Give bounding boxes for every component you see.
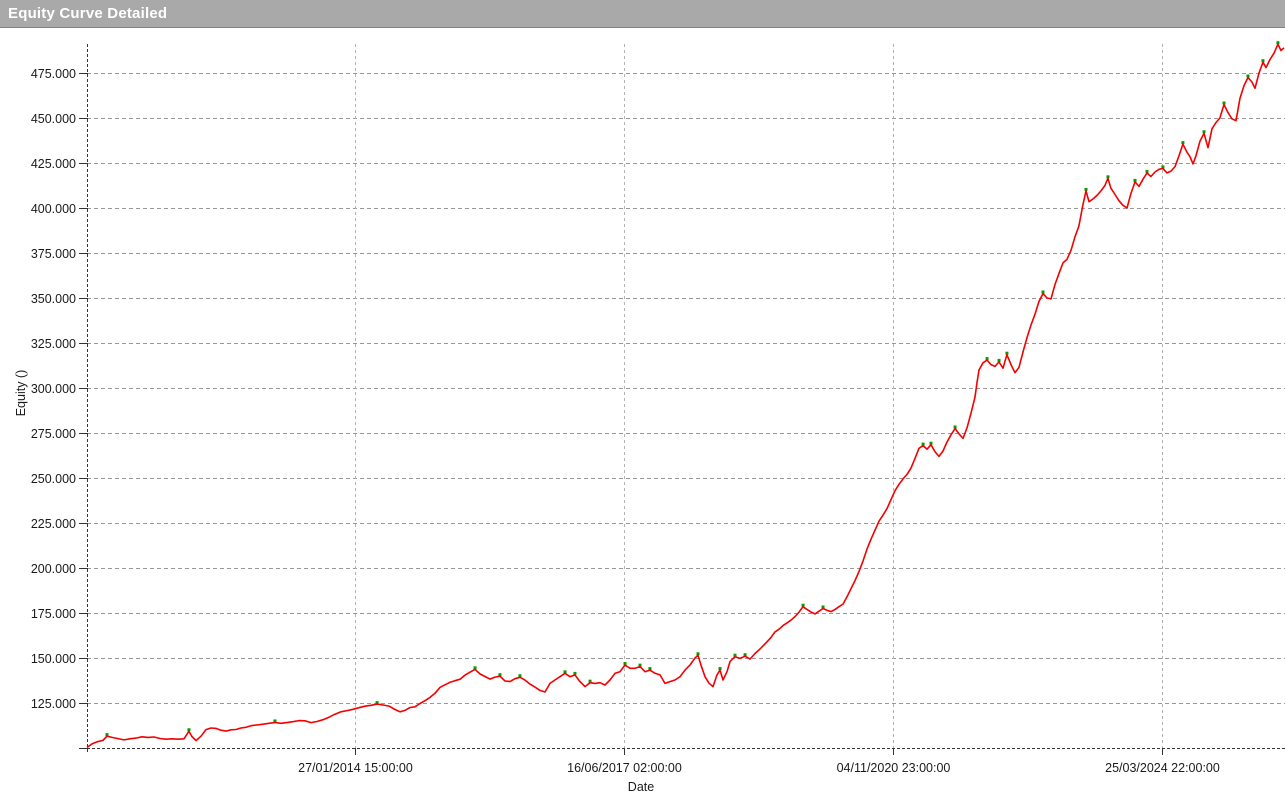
equity-peak-marker	[997, 358, 1001, 362]
x-tick-label: 04/11/2020 23:00:00	[837, 761, 951, 775]
equity-peak-marker	[1222, 101, 1226, 105]
equity-peak-marker	[1084, 187, 1088, 191]
equity-peak-marker	[1145, 169, 1149, 173]
equity-peak-marker	[518, 674, 522, 678]
x-axis-title: Date	[628, 780, 654, 794]
window-title: Equity Curve Detailed	[8, 5, 168, 22]
equity-peak-marker	[1181, 141, 1185, 145]
y-tick-label: 300.000	[31, 382, 76, 396]
equity-peak-marker	[821, 605, 825, 609]
y-tick-label: 350.000	[31, 292, 76, 306]
equity-peak-marker	[1041, 290, 1045, 294]
y-tick-label: 250.000	[31, 472, 76, 486]
equity-peak-marker	[588, 679, 592, 683]
y-tick-label: 200.000	[31, 562, 76, 576]
y-tick-label: 325.000	[31, 337, 76, 351]
y-tick-label: 375.000	[31, 247, 76, 261]
equity-peak-marker	[1133, 178, 1137, 182]
equity-peak-marker	[498, 673, 502, 677]
equity-peak-marker	[733, 653, 737, 657]
equity-curve-line	[86, 43, 1285, 749]
equity-peak-marker	[1005, 351, 1009, 355]
equity-peak-marker	[718, 667, 722, 671]
equity-peak-marker	[187, 728, 191, 732]
y-tick-label: 225.000	[31, 517, 76, 531]
y-tick-label: 450.000	[31, 112, 76, 126]
y-tick-label: 425.000	[31, 157, 76, 171]
y-tick-label: 475.000	[31, 67, 76, 81]
y-tick-label: 150.000	[31, 652, 76, 666]
equity-curve-chart[interactable]: 125.000 150.000 175.000 200.000 225.000 250.0…	[0, 28, 1285, 797]
equity-peak-marker	[573, 671, 577, 675]
equity-peak-marker	[273, 719, 277, 723]
equity-peak-marker	[473, 666, 477, 670]
equity-peak-marker	[1106, 175, 1110, 179]
equity-peak-marker	[105, 733, 109, 737]
equity-peak-marker	[801, 603, 805, 607]
equity-peak-marker	[929, 441, 933, 445]
y-tick-label: 125.000	[31, 697, 76, 711]
equity-peak-marker	[743, 653, 747, 657]
chart-area: 125.000 150.000 175.000 200.000 225.000 250.0…	[0, 28, 1285, 797]
x-tick-label: 27/01/2014 15:00:00	[298, 761, 413, 775]
equity-peak-marker	[1161, 165, 1165, 169]
equity-peak-marker	[563, 670, 567, 674]
x-tick-label: 25/03/2024 22:00:00	[1105, 761, 1220, 775]
equity-peak-marker	[953, 425, 957, 429]
equity-peak-marker	[1246, 74, 1250, 78]
equity-peak-marker	[375, 701, 379, 705]
equity-peak-marker	[921, 442, 925, 446]
window-titlebar[interactable]: Equity Curve Detailed	[0, 0, 1285, 28]
equity-peak-marker	[623, 662, 627, 666]
equity-peak-marker	[985, 357, 989, 361]
equity-peak-marker	[1261, 59, 1265, 63]
x-tick-label: 16/06/2017 02:00:00	[567, 761, 682, 775]
equity-peak-marker	[1202, 130, 1206, 134]
y-tick-label: 275.000	[31, 427, 76, 441]
equity-peak-marker	[648, 667, 652, 671]
y-axis-title: Equity ()	[14, 370, 28, 417]
y-tick-label: 175.000	[31, 607, 76, 621]
equity-peak-marker	[696, 652, 700, 656]
y-tick-label: 400.000	[31, 202, 76, 216]
equity-peak-marker	[1276, 41, 1280, 45]
equity-peak-marker	[638, 663, 642, 667]
